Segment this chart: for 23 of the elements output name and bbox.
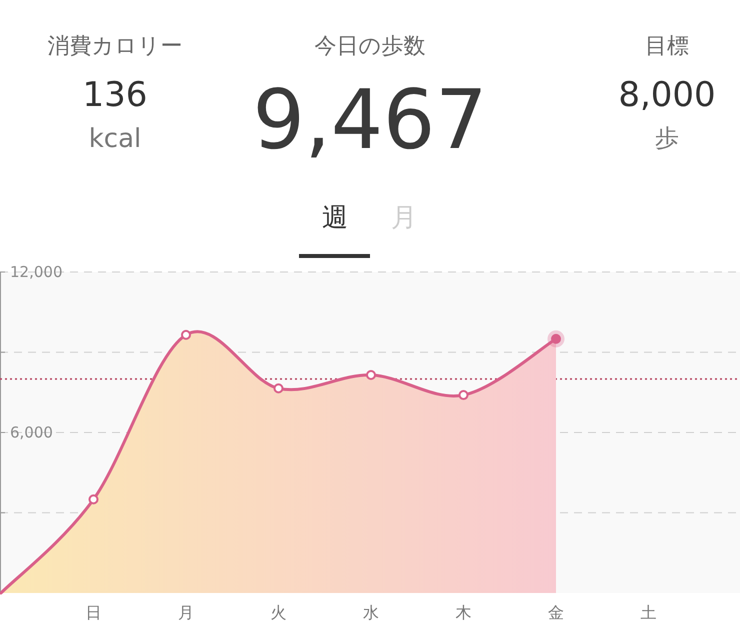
x-tick-label: 金 bbox=[548, 603, 564, 622]
x-tick-label: 土 bbox=[640, 603, 656, 622]
y-tick-label: 6,000 bbox=[10, 424, 53, 442]
point bbox=[88, 494, 98, 504]
point bbox=[181, 330, 191, 340]
text: kcal bbox=[88, 124, 142, 154]
point bbox=[274, 383, 284, 394]
text: 週 bbox=[322, 203, 348, 233]
x-tick-label: 木 bbox=[456, 603, 472, 622]
y-tick-label: 12,000 bbox=[10, 263, 62, 281]
x-tick-label: 月 bbox=[178, 603, 194, 622]
x-tick-label: 水 bbox=[363, 603, 379, 622]
x-tick-label: 火 bbox=[270, 603, 286, 622]
text: 9,467 bbox=[252, 73, 488, 168]
x-tick-label: 日 bbox=[86, 603, 102, 622]
text: 今日の歩数 bbox=[314, 34, 426, 59]
text: 目標 bbox=[645, 34, 689, 59]
text: 消費カロリー bbox=[48, 34, 182, 59]
text: 136 bbox=[82, 75, 148, 115]
point bbox=[366, 370, 376, 380]
text: 歩 bbox=[655, 124, 679, 152]
point bbox=[458, 390, 468, 400]
text: 8,000 bbox=[618, 75, 716, 115]
